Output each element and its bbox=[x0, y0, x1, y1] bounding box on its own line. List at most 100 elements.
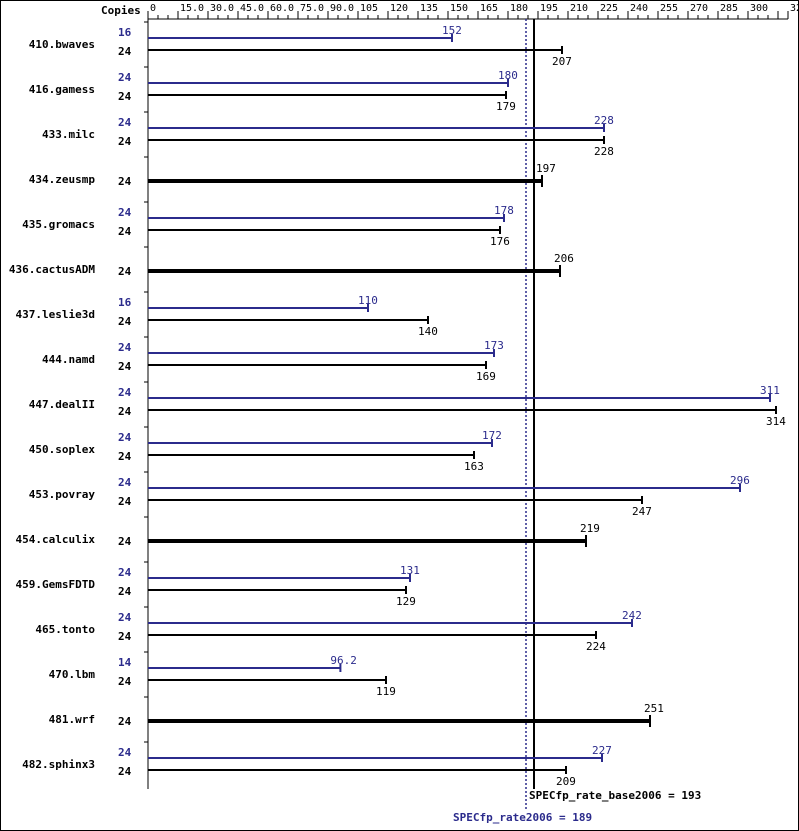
base-copies: 24 bbox=[118, 90, 132, 103]
x-tick-label: 0 bbox=[150, 3, 156, 14]
base-value-label: 169 bbox=[476, 370, 496, 383]
benchmark-name: 481.wrf bbox=[49, 713, 95, 726]
base-copies: 24 bbox=[118, 45, 132, 58]
base-copies: 24 bbox=[118, 535, 132, 548]
base-copies: 24 bbox=[118, 630, 132, 643]
peak-value-label: 227 bbox=[592, 744, 612, 757]
base-value-label: 207 bbox=[552, 55, 572, 68]
x-tick-label: 195 bbox=[540, 3, 558, 14]
x-tick-label: 105 bbox=[360, 3, 378, 14]
base-value-label: 224 bbox=[586, 640, 606, 653]
peak-copies: 24 bbox=[118, 611, 132, 624]
benchmark-name: 433.milc bbox=[42, 128, 95, 141]
peak-copies: 24 bbox=[118, 116, 132, 129]
benchmark-name: 465.tonto bbox=[35, 623, 95, 636]
peak-copies: 14 bbox=[118, 656, 132, 669]
benchmark-name: 482.sphinx3 bbox=[22, 758, 95, 771]
x-tick-label: 150 bbox=[450, 3, 468, 14]
base-value-label: 219 bbox=[580, 522, 600, 535]
x-tick-label: 30.0 bbox=[210, 3, 234, 14]
peak-value-label: 311 bbox=[760, 384, 780, 397]
peak-copies: 24 bbox=[118, 566, 132, 579]
base-value-label: 209 bbox=[556, 775, 576, 788]
x-tick-label: 45.0 bbox=[240, 3, 264, 14]
peak-value-label: 172 bbox=[482, 429, 502, 442]
x-tick-label: 165 bbox=[480, 3, 498, 14]
reference-lines bbox=[525, 19, 535, 809]
base-copies: 24 bbox=[118, 175, 132, 188]
benchmark-name: 444.namd bbox=[42, 353, 95, 366]
base-value-label: 129 bbox=[396, 595, 416, 608]
x-axis: Copies 0 15.0 30.0 45.0 60.0 75.0 90.0 105 120 135… bbox=[101, 3, 798, 789]
base-value-label: 119 bbox=[376, 685, 396, 698]
x-tick-label: 180 bbox=[510, 3, 528, 14]
copies-header: Copies bbox=[101, 4, 141, 17]
x-tick-label: 15.0 bbox=[180, 3, 204, 14]
benchmark-name: 437.leslie3d bbox=[16, 308, 95, 321]
base-value-label: 163 bbox=[464, 460, 484, 473]
base-copies: 24 bbox=[118, 765, 132, 778]
x-tick-label: 90.0 bbox=[330, 3, 354, 14]
peak-copies: 16 bbox=[118, 26, 132, 39]
base-copies: 24 bbox=[118, 405, 132, 418]
base-copies: 24 bbox=[118, 675, 132, 688]
base-copies: 24 bbox=[118, 360, 132, 373]
peak-value-label: 110 bbox=[358, 294, 378, 307]
base-value-label: 140 bbox=[418, 325, 438, 338]
peak-copies: 24 bbox=[118, 386, 132, 399]
benchmark-name: 450.soplex bbox=[29, 443, 96, 456]
base-copies: 24 bbox=[118, 265, 132, 278]
base-value-label: 251 bbox=[644, 702, 664, 715]
peak-value-label: 96.2 bbox=[330, 654, 357, 667]
peak-copies: 24 bbox=[118, 341, 132, 354]
x-tick-label: 270 bbox=[690, 3, 708, 14]
base-copies: 24 bbox=[118, 135, 132, 148]
benchmark-name: 453.povray bbox=[29, 488, 96, 501]
peak-value-label: 296 bbox=[730, 474, 750, 487]
base-value-label: 247 bbox=[632, 505, 652, 518]
benchmark-name: 434.zeusmp bbox=[29, 173, 96, 186]
base-copies: 24 bbox=[118, 315, 132, 328]
peak-copies: 24 bbox=[118, 746, 132, 759]
x-tick-label: 210 bbox=[570, 3, 588, 14]
peak-copies: 24 bbox=[118, 476, 132, 489]
base-value-label: 206 bbox=[554, 252, 574, 265]
base-value-label: 228 bbox=[594, 145, 614, 158]
x-tick-label: 255 bbox=[660, 3, 678, 14]
bars bbox=[148, 34, 777, 774]
x-tick-label: 320 bbox=[790, 3, 798, 14]
benchmark-name: 435.gromacs bbox=[22, 218, 95, 231]
peak-copies: 16 bbox=[118, 296, 132, 309]
benchmark-name: 436.cactusADM bbox=[9, 263, 95, 276]
x-tick-label: 120 bbox=[390, 3, 408, 14]
base-value-label: 179 bbox=[496, 100, 516, 113]
benchmark-name: 416.gamess bbox=[29, 83, 95, 96]
base-copies: 24 bbox=[118, 715, 132, 728]
benchmark-name: 459.GemsFDTD bbox=[16, 578, 96, 591]
x-tick-label: 240 bbox=[630, 3, 648, 14]
x-tick-label: 135 bbox=[420, 3, 438, 14]
peak-value-label: 242 bbox=[622, 609, 642, 622]
base-copies: 24 bbox=[118, 585, 132, 598]
benchmark-name: 447.dealII bbox=[29, 398, 95, 411]
peak-copies: 24 bbox=[118, 431, 132, 444]
peak-value-label: 228 bbox=[594, 114, 614, 127]
benchmark-name: 454.calculix bbox=[16, 533, 96, 546]
base-value-label: 314 bbox=[766, 415, 786, 428]
x-tick-label: 75.0 bbox=[300, 3, 324, 14]
peak-value-label: 152 bbox=[442, 24, 462, 37]
base-copies: 24 bbox=[118, 450, 132, 463]
x-tick-label: 60.0 bbox=[270, 3, 294, 14]
base-value-label: 197 bbox=[536, 162, 556, 175]
x-tick-label: 300 bbox=[750, 3, 768, 14]
peak-value-label: 173 bbox=[484, 339, 504, 352]
peak-value-label: 178 bbox=[494, 204, 514, 217]
labels: SPECfp_rate_base2006 = 193 SPECfp_rate200… bbox=[9, 24, 786, 824]
base-value-label: 176 bbox=[490, 235, 510, 248]
benchmark-name: 410.bwaves bbox=[29, 38, 95, 51]
peak-copies: 24 bbox=[118, 206, 132, 219]
base-copies: 24 bbox=[118, 495, 132, 508]
benchmark-name: 470.lbm bbox=[49, 668, 96, 681]
base-copies: 24 bbox=[118, 225, 132, 238]
